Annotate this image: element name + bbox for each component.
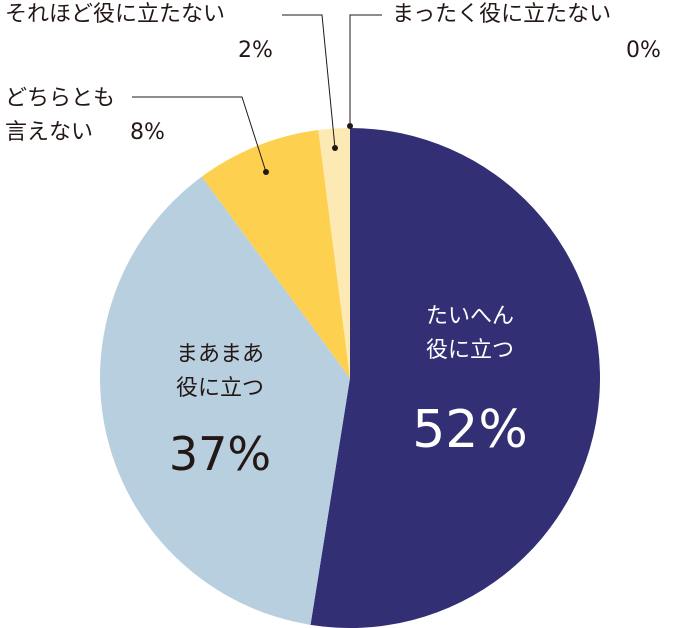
leader-line <box>282 14 336 149</box>
slice-label: まったく役に立たない <box>392 2 612 27</box>
slice-label: それほど役に立たない <box>5 2 226 27</box>
pie-slice <box>99 176 350 625</box>
value-label: 0% <box>626 38 661 63</box>
slice-label: たいへん 役に立つ <box>425 304 514 363</box>
leader-dot <box>347 123 353 129</box>
value-label: 52% <box>412 400 528 460</box>
pie-slice <box>201 130 350 378</box>
value-label: 2% <box>238 38 273 63</box>
value-label: 8% <box>130 120 165 145</box>
value-label: 37% <box>168 427 272 481</box>
leader-dot <box>263 169 269 175</box>
pie-slice <box>310 128 600 628</box>
leader-line <box>349 14 382 126</box>
leader-line <box>132 96 267 173</box>
slice-label: どちらとも 言えない <box>5 86 116 145</box>
slice-label: まあまあ 役に立つ <box>175 342 264 401</box>
pie-slice <box>318 128 350 378</box>
leaders <box>132 14 382 173</box>
leader-dot <box>332 145 338 151</box>
